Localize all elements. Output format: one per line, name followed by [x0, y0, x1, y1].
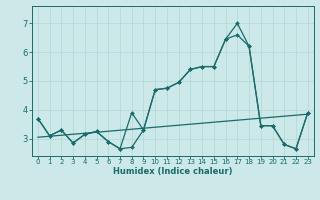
X-axis label: Humidex (Indice chaleur): Humidex (Indice chaleur)	[113, 167, 233, 176]
